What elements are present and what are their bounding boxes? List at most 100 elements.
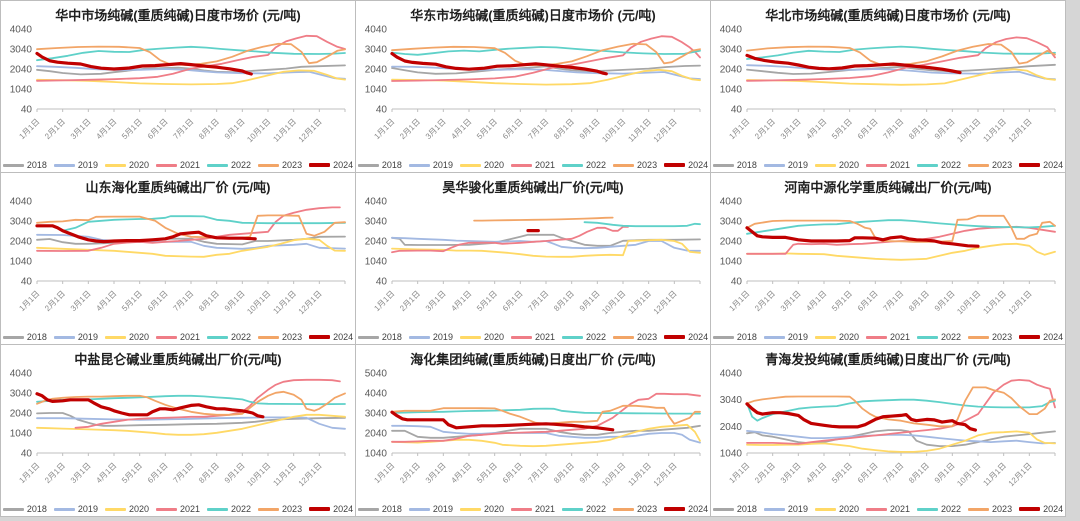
legend-swatch-2021 xyxy=(510,507,532,511)
x-axis-tick-label: 12月1日 xyxy=(652,289,679,316)
x-axis-tick-label: 1月1日 xyxy=(372,461,396,485)
x-axis-tick-label: 4月1日 xyxy=(94,289,118,313)
legend-item-2020: 2020 xyxy=(104,332,149,342)
legend-swatch-2018 xyxy=(357,507,379,511)
x-axis-tick-label: 5月1日 xyxy=(120,117,144,141)
chart-panel-qinghai-fatou: 青海发投纯碱(重质纯碱)日度出厂价 (元/吨) 4040 3040 2040 1040… xyxy=(711,345,1065,516)
series-line-2018 xyxy=(746,63,1056,75)
series-line-2018 xyxy=(746,429,1056,447)
x-axis-tick-label: 10月1日 xyxy=(245,117,272,144)
y-axis-tick-label: 1040 xyxy=(365,85,388,96)
y-axis-tick-label: 3040 xyxy=(720,395,743,406)
x-axis-tick-label: 5月1日 xyxy=(475,289,499,313)
y-axis-tick-label: 3040 xyxy=(365,217,388,228)
legend-item-2018: 2018 xyxy=(2,160,47,170)
legend-label: 2021 xyxy=(534,504,556,514)
legend-swatch-2024 xyxy=(1019,507,1041,511)
legend-swatch-2024 xyxy=(664,335,686,339)
x-axis-tick-label: 9月1日 xyxy=(933,117,957,141)
legend-swatch-2018 xyxy=(2,507,24,511)
legend-swatch-2024 xyxy=(1019,335,1041,339)
y-axis-tick-label: 40 xyxy=(21,277,33,288)
y-axis-tick-label: 4040 xyxy=(720,369,743,380)
legend-label: 2024 xyxy=(333,504,354,514)
legend-label: 2022 xyxy=(231,504,252,514)
x-axis-tick-label: 8月1日 xyxy=(552,289,576,313)
legend-item-2023: 2023 xyxy=(258,504,302,514)
legend-swatch-2018 xyxy=(712,163,734,167)
series-line-2023 xyxy=(391,42,701,67)
y-axis-tick-label: 40 xyxy=(21,449,33,460)
chart-title: 海化集团纯碱(重质纯碱)日度出厂价 (元/吨) xyxy=(410,352,656,367)
x-axis-tick-label: 12月1日 xyxy=(297,289,324,316)
chart-panel-huazhong-market: 华中市场纯碱(重质纯碱)日度市场价 (元/吨) 4040 3040 2040 1040… xyxy=(1,1,355,172)
y-axis-tick-label: 2040 xyxy=(365,429,388,440)
legend-item-2020: 2020 xyxy=(814,332,859,342)
x-axis-tick-label: 1月1日 xyxy=(17,289,41,313)
legend-item-2018: 2018 xyxy=(712,160,757,170)
legend-label: 2022 xyxy=(586,332,607,342)
legend-item-2018: 2018 xyxy=(712,332,757,342)
y-axis-tick-label: 2040 xyxy=(720,237,743,248)
legend-swatch-2022 xyxy=(917,163,939,167)
series-line-2023 xyxy=(746,386,1056,428)
legend-item-2022: 2022 xyxy=(207,332,251,342)
series-line-2022 xyxy=(36,394,346,406)
legend-label: 2024 xyxy=(1043,160,1064,170)
legend-label: 2021 xyxy=(179,332,201,342)
legend-item-2018: 2018 xyxy=(2,332,47,342)
y-axis-tick-label: 4040 xyxy=(720,197,743,208)
legend-label: 2019 xyxy=(77,332,98,342)
y-axis-tick-label: 1040 xyxy=(10,85,33,96)
legend-swatch-2019 xyxy=(408,163,430,167)
chart-panel-zhongyan-kunlun: 中盐昆仑碱业重质纯碱出厂价(元/吨) 4040 3040 2040 1040 40 1月1… xyxy=(1,345,355,516)
y-axis-tick-label: 4040 xyxy=(720,25,743,36)
legend-label: 2020 xyxy=(483,160,504,170)
y-axis-tick-label: 4040 xyxy=(365,389,388,400)
x-axis-tick-label: 12月1日 xyxy=(652,117,679,144)
legend-item-2023: 2023 xyxy=(968,160,1012,170)
x-axis-tick-label: 12月1日 xyxy=(297,117,324,144)
legend-label: 2022 xyxy=(586,504,607,514)
series-line-2024 xyxy=(745,226,980,248)
series-line-2022 xyxy=(746,45,1056,60)
y-axis-tick-label: 3040 xyxy=(720,45,743,56)
x-axis-tick-label: 5月1日 xyxy=(120,461,144,485)
x-axis-tick-label: 10月1日 xyxy=(600,117,627,144)
y-axis-tick-label: 2040 xyxy=(10,65,33,76)
legend-label: 2018 xyxy=(381,332,402,342)
legend-item-2020: 2020 xyxy=(814,160,859,170)
legend-item-2021: 2021 xyxy=(510,160,555,170)
legend-item-2020: 2020 xyxy=(459,160,504,170)
legend-swatch-2022 xyxy=(917,335,939,339)
y-axis-tick-label: 1040 xyxy=(365,449,388,460)
x-axis-tick-label: 12月1日 xyxy=(652,461,679,488)
legend-swatch-2020 xyxy=(814,507,836,511)
series-line-2022 xyxy=(746,398,1056,422)
legend-label: 2023 xyxy=(637,332,658,342)
legend-label: 2020 xyxy=(128,504,149,514)
series-line-2022 xyxy=(391,46,701,56)
y-axis-tick-label: 1040 xyxy=(720,85,743,96)
x-axis-tick-label: 1月1日 xyxy=(17,117,41,141)
legend-swatch-2021 xyxy=(510,163,532,167)
legend-swatch-2020 xyxy=(104,163,126,167)
legend-label: 2018 xyxy=(736,504,757,514)
legend-item-2022: 2022 xyxy=(562,504,606,514)
y-axis-tick-label: 40 xyxy=(21,105,33,116)
legend-swatch-2019 xyxy=(53,163,75,167)
x-axis-tick-label: 2月1日 xyxy=(43,289,67,313)
series-line-2019 xyxy=(36,233,346,250)
legend-item-2019: 2019 xyxy=(53,504,98,514)
x-axis-tick-label: 8月1日 xyxy=(552,461,576,485)
legend-swatch-2022 xyxy=(917,507,939,511)
legend-label: 2021 xyxy=(534,332,556,342)
chart-legend: 2018 2019 2020 2021 2022 2023 2024 xyxy=(1,332,355,342)
x-axis-tick-label: 2月1日 xyxy=(43,117,67,141)
series-line-2023 xyxy=(36,390,346,416)
legend-label: 2022 xyxy=(941,332,962,342)
x-axis-tick-label: 6月1日 xyxy=(501,117,525,141)
legend-item-2022: 2022 xyxy=(917,504,961,514)
